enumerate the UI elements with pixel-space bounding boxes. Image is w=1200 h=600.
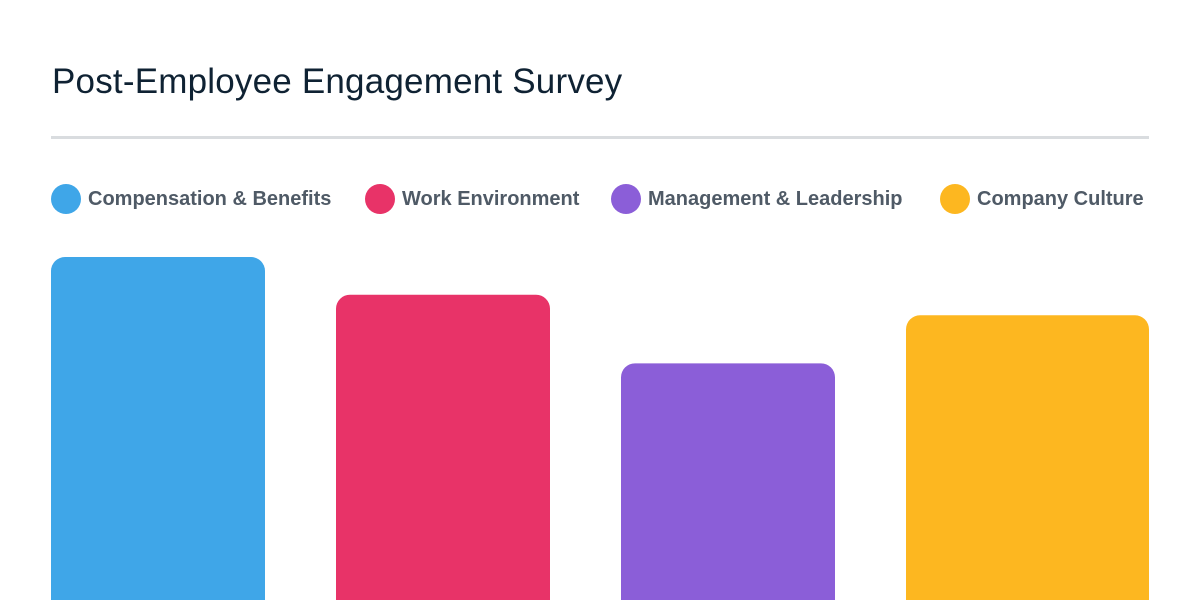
chart-title: Post-Employee Engagement Survey [52,62,623,101]
legend-item-management-leadership: Management & Leadership [611,183,903,215]
legend-label-management-leadership: Management & Leadership [648,187,903,210]
legend-swatch-company-culture [940,184,970,214]
legend-label-compensation-benefits: Compensation & Benefits [88,187,332,210]
legend-label-company-culture: Company Culture [977,187,1144,210]
bar-management-leadership [621,363,835,600]
legend-swatch-compensation-benefits [51,184,81,214]
legend-item-work-environment: Work Environment [365,183,579,215]
bar-work-environment [336,294,550,600]
bar-company-culture [906,315,1149,600]
legend-swatch-management-leadership [611,184,641,214]
legend-item-compensation-benefits: Compensation & Benefits [51,183,331,215]
legend-label-work-environment: Work Environment [402,187,580,210]
legend-swatch-work-environment [365,184,395,214]
chart-legend: Compensation & Benefits Work Environment… [51,183,1161,215]
title-divider [51,136,1149,139]
bar-compensation-benefits [51,257,265,600]
legend-item-company-culture: Company Culture [940,183,1144,215]
